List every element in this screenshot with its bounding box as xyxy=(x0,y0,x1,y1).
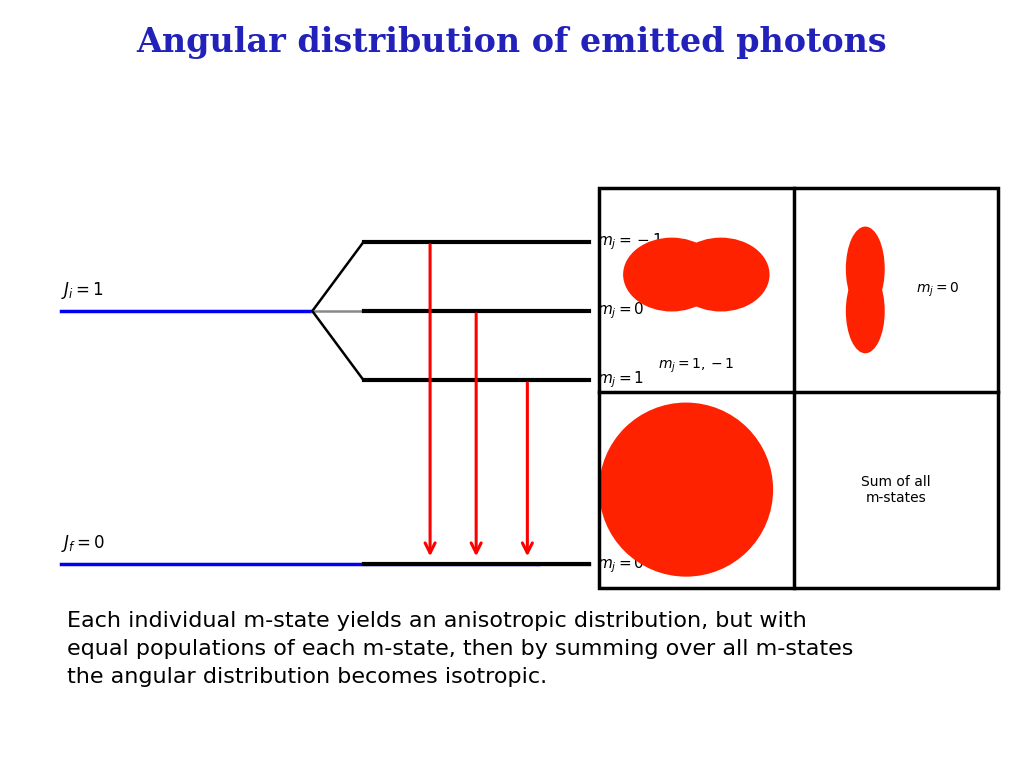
Text: $m_j = 1$: $m_j = 1$ xyxy=(597,370,644,390)
Text: $m_j = -1$: $m_j = -1$ xyxy=(597,232,663,252)
Ellipse shape xyxy=(672,237,770,312)
Text: $m_j = 1,-1$: $m_j = 1,-1$ xyxy=(658,356,734,375)
Ellipse shape xyxy=(623,237,720,312)
Text: Angular distribution of emitted photons: Angular distribution of emitted photons xyxy=(136,26,888,58)
Ellipse shape xyxy=(846,269,885,353)
Text: $m_j = 0$: $m_j = 0$ xyxy=(597,301,645,321)
Text: $J_f = 0$: $J_f = 0$ xyxy=(61,534,105,554)
Text: Each individual m-state yields an anisotropic distribution, but with
equal popul: Each individual m-state yields an anisot… xyxy=(67,611,853,687)
Text: Sum of all
m-states: Sum of all m-states xyxy=(861,475,931,505)
Text: $J_i = 1$: $J_i = 1$ xyxy=(61,280,104,301)
Ellipse shape xyxy=(599,402,773,577)
Text: $m_j = 0$: $m_j = 0$ xyxy=(597,554,645,574)
Text: $m_j = 0$: $m_j = 0$ xyxy=(916,281,959,299)
Ellipse shape xyxy=(846,227,885,311)
